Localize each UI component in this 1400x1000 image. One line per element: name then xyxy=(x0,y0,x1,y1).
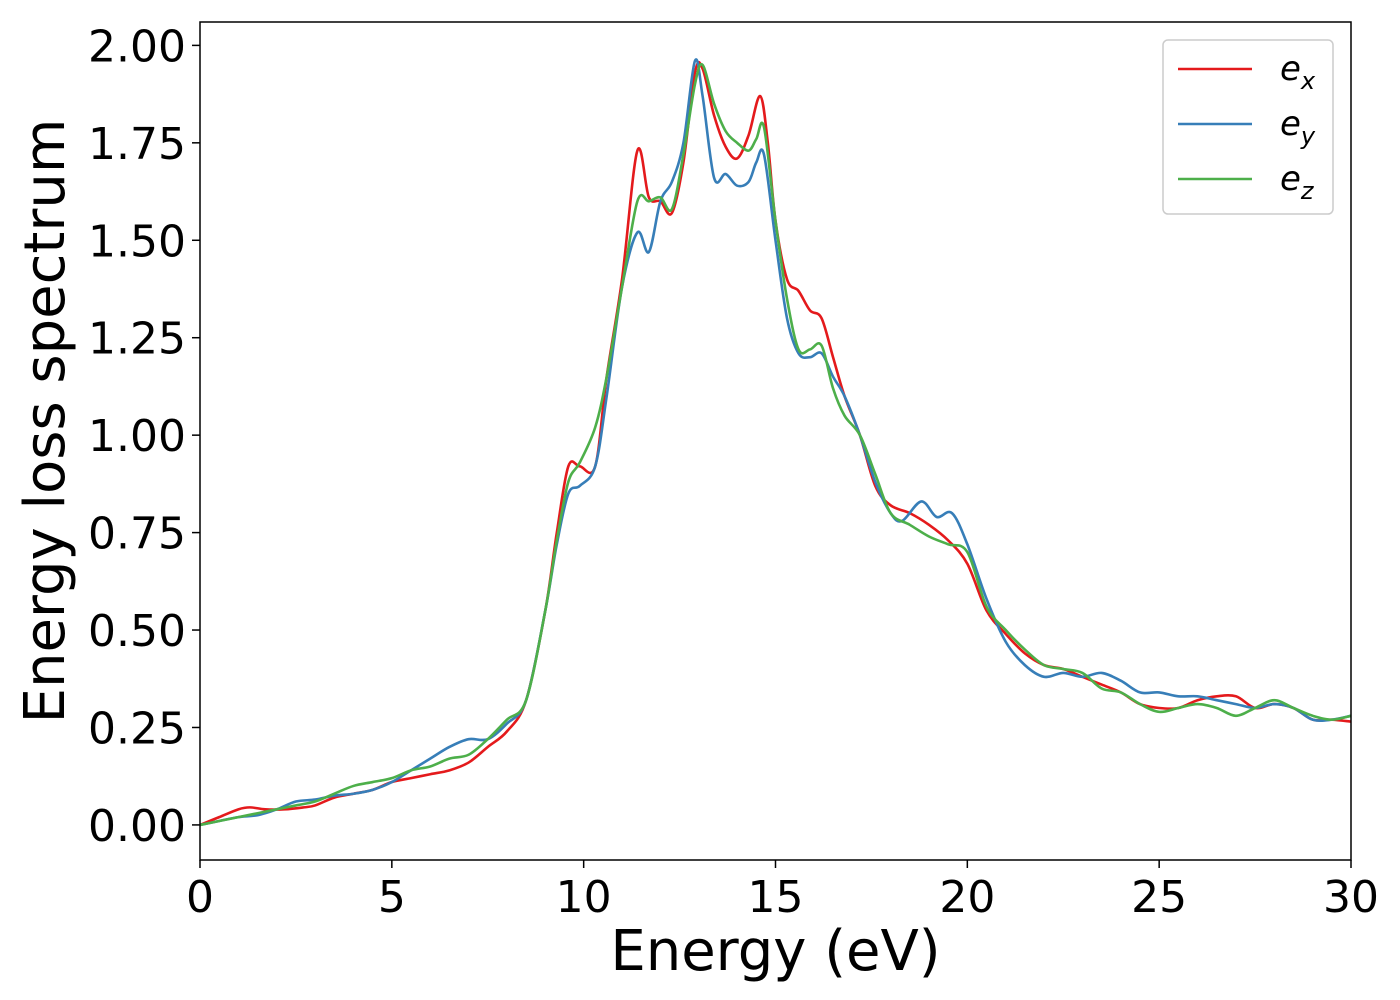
y-tick-label: 1.50 xyxy=(88,216,186,267)
x-tick-label: 20 xyxy=(939,872,995,923)
legend-label-z: ez xyxy=(1280,159,1315,205)
y-tick-label: 2.00 xyxy=(88,21,186,72)
y-tick-label: 0.50 xyxy=(88,606,186,657)
x-tick-label: 30 xyxy=(1323,872,1379,923)
x-tick-label: 5 xyxy=(378,872,406,923)
legend: ex ey ez xyxy=(1162,39,1334,215)
y-tick-label: 1.00 xyxy=(88,411,186,462)
legend-label-y: ey xyxy=(1280,104,1316,150)
y-tick-label: 0.00 xyxy=(88,801,186,852)
x-axis-title: Energy (eV) xyxy=(610,919,940,984)
x-tick-label: 15 xyxy=(748,872,804,923)
legend-items: ex ey ez xyxy=(1178,49,1316,205)
y-tick-label: 0.25 xyxy=(88,703,186,754)
x-tick-label: 25 xyxy=(1131,872,1187,923)
x-tick-label: 10 xyxy=(556,872,612,923)
legend-box xyxy=(1162,39,1334,215)
series-line-y xyxy=(199,58,1352,827)
y-axis-title: Energy loss spectrum xyxy=(13,119,78,724)
y-tick-label: 1.75 xyxy=(88,119,186,170)
y-tick-label: 1.25 xyxy=(88,314,186,365)
y-tick-label: 0.75 xyxy=(88,509,186,560)
y-axis-ticks: 0.00 0.25 0.50 0.75 1.00 1.25 1.50 1.75 2.00 xyxy=(88,21,200,852)
series-line-z xyxy=(199,62,1352,827)
x-tick-label: 0 xyxy=(186,872,214,923)
x-axis-ticks: 0 5 10 15 20 25 30 xyxy=(186,860,1379,923)
series-layer xyxy=(199,58,1352,827)
legend-label-x: ex xyxy=(1280,49,1316,95)
